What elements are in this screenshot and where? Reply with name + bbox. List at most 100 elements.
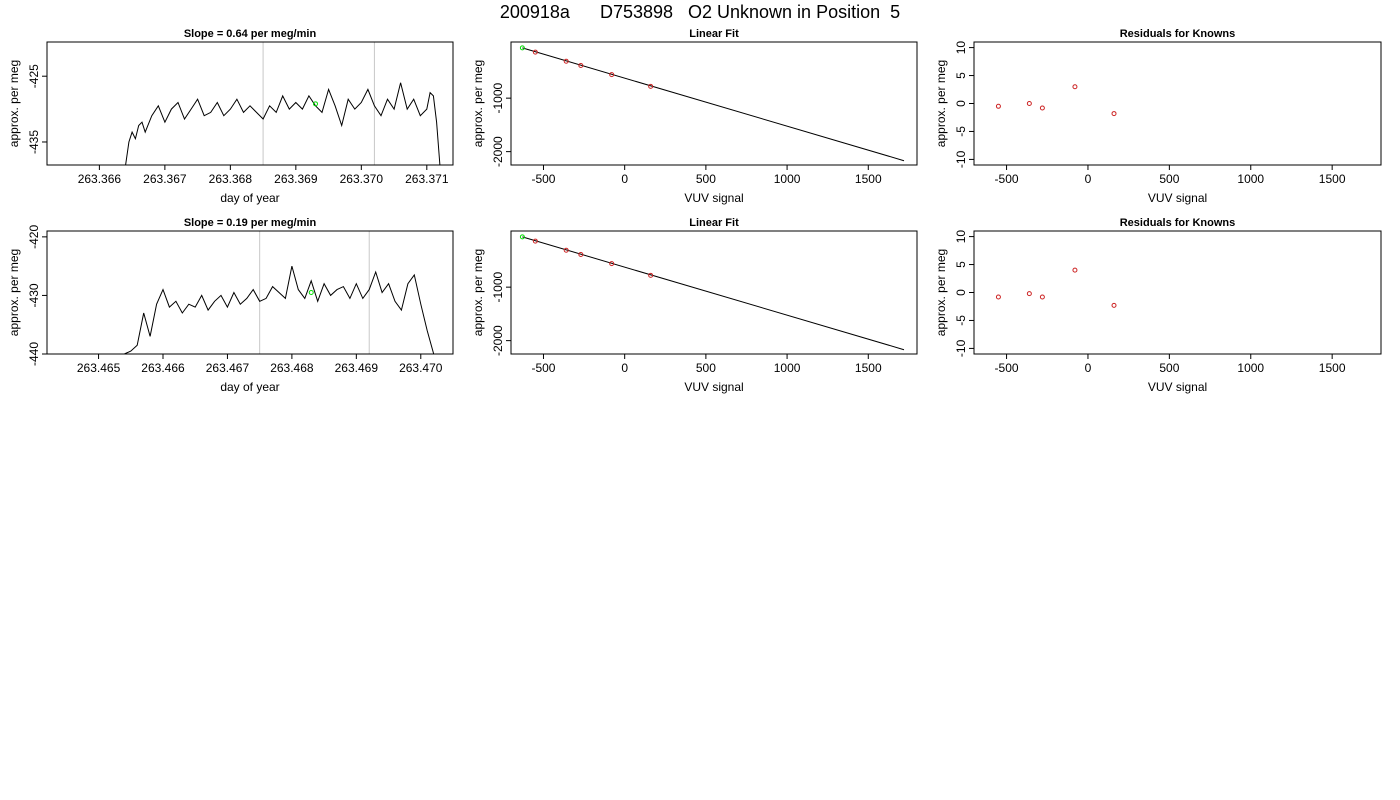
x-axis-label: VUV signal — [684, 191, 743, 205]
y-tick-label: 5 — [954, 261, 968, 268]
data-area — [995, 84, 1117, 117]
series-line — [124, 265, 435, 354]
y-tick-label: 10 — [954, 230, 968, 244]
y-axis-label: approx. per meg — [934, 249, 948, 336]
highlight-point — [308, 290, 314, 295]
y-axis-label: approx. per meg — [471, 249, 485, 336]
x-tick-label: 1000 — [1237, 172, 1264, 186]
data-point — [578, 252, 584, 258]
x-tick-label: 0 — [621, 361, 628, 375]
y-tick-label: -440 — [27, 342, 41, 366]
data-point — [1111, 111, 1117, 117]
x-tick-label: 263.371 — [405, 172, 449, 186]
x-tick-label: 500 — [696, 172, 716, 186]
plot-frame — [973, 41, 1382, 166]
x-tick-label: 1500 — [1319, 361, 1346, 375]
x-axis-label: VUV signal — [1148, 380, 1207, 394]
x-tick-label: 263.467 — [206, 361, 250, 375]
chart-residuals-2: Residuals for Knowns -500 0 500 1000 1500 10 5 0… — [934, 217, 1382, 394]
x-tick-label: 500 — [696, 361, 716, 375]
x-tick-label: 0 — [1085, 361, 1092, 375]
y-axis-label: approx. per meg — [934, 60, 948, 147]
x-tick-label: 1500 — [855, 361, 882, 375]
x-tick-label: 263.368 — [209, 172, 253, 186]
data-point — [1039, 105, 1045, 111]
x-tick-label: 1000 — [774, 361, 801, 375]
plot-frame — [46, 41, 454, 166]
series-line — [125, 82, 441, 165]
x-tick-label: 1000 — [1237, 361, 1264, 375]
chart-linear-fit-1: Linear Fit -500 0 500 1000 1500 -1000 -2000 VUV … — [471, 28, 918, 205]
chart-title: Linear Fit — [689, 28, 739, 40]
x-tick-label: 263.465 — [77, 361, 121, 375]
y-axis-label: approx. per meg — [7, 249, 21, 336]
data-point — [995, 294, 1001, 300]
data-point — [532, 238, 538, 244]
chart-title: Slope = 0.19 per meg/min — [184, 217, 317, 229]
data-point — [1072, 267, 1078, 273]
y-tick-label: -2000 — [491, 136, 505, 167]
data-area — [519, 234, 905, 351]
y-tick-label: 10 — [954, 41, 968, 55]
x-tick-label: -500 — [995, 172, 1019, 186]
plot-frame — [510, 230, 918, 355]
plot-frame — [510, 41, 918, 166]
x-axis-label: VUV signal — [684, 380, 743, 394]
y-tick-label: -420 — [27, 225, 41, 249]
data-point — [995, 103, 1001, 109]
x-tick-label: 500 — [1159, 172, 1179, 186]
data-area — [519, 45, 905, 162]
highlight-point — [312, 101, 318, 107]
plot-frame — [973, 230, 1382, 355]
x-tick-label: 263.366 — [78, 172, 122, 186]
data-point — [578, 63, 584, 69]
x-tick-label: 263.470 — [399, 361, 443, 375]
plot-frame — [46, 230, 454, 355]
data-point — [1026, 291, 1032, 297]
y-tick-label: -5 — [954, 126, 968, 137]
y-tick-label: -430 — [27, 283, 41, 307]
x-tick-label: -500 — [531, 361, 555, 375]
data-point — [1039, 294, 1045, 300]
y-tick-label: 0 — [954, 100, 968, 107]
chart-timeseries-1: Slope = 0.64 per meg/min 263.366 263.367 26… — [7, 28, 454, 205]
x-tick-label: 1500 — [855, 172, 882, 186]
x-tick-label: 0 — [1085, 172, 1092, 186]
y-tick-label: -435 — [27, 130, 41, 154]
chart-title: Slope = 0.64 per meg/min — [184, 28, 317, 40]
x-tick-label: 500 — [1159, 361, 1179, 375]
y-tick-label: -1000 — [491, 82, 505, 113]
y-tick-label: 5 — [954, 72, 968, 79]
x-tick-label: 263.367 — [143, 172, 187, 186]
y-tick-label: -10 — [954, 339, 968, 357]
x-tick-label: 0 — [621, 172, 628, 186]
fit-line — [522, 47, 905, 162]
y-tick-label: -5 — [954, 315, 968, 326]
data-point — [609, 261, 615, 267]
data-area — [125, 82, 441, 165]
x-tick-label: -500 — [531, 172, 555, 186]
data-point — [519, 45, 525, 51]
y-tick-label: -1000 — [491, 271, 505, 302]
data-point — [1072, 84, 1078, 90]
data-point — [1111, 302, 1117, 308]
y-tick-label: -425 — [27, 64, 41, 88]
x-tick-label: -500 — [995, 361, 1019, 375]
data-point — [648, 272, 654, 278]
data-point — [519, 234, 525, 240]
data-point — [532, 49, 538, 55]
chart-timeseries-2: Slope = 0.19 per meg/min 263.465 263.466 26… — [7, 217, 454, 394]
y-axis-label: approx. per meg — [7, 60, 21, 147]
x-tick-label: 1500 — [1319, 172, 1346, 186]
chart-residuals-1: Residuals for Knowns -500 0 500 1000 1500 10 5 0… — [934, 28, 1382, 205]
data-point — [563, 247, 569, 253]
x-axis-label: day of year — [220, 380, 279, 394]
y-axis-label: approx. per meg — [471, 60, 485, 147]
x-tick-label: 263.469 — [335, 361, 379, 375]
x-tick-label: 1000 — [774, 172, 801, 186]
chart-title: Residuals for Knowns — [1120, 217, 1236, 229]
chart-title: Residuals for Knowns — [1120, 28, 1236, 40]
x-axis-label: VUV signal — [1148, 191, 1207, 205]
y-tick-label: 0 — [954, 289, 968, 296]
